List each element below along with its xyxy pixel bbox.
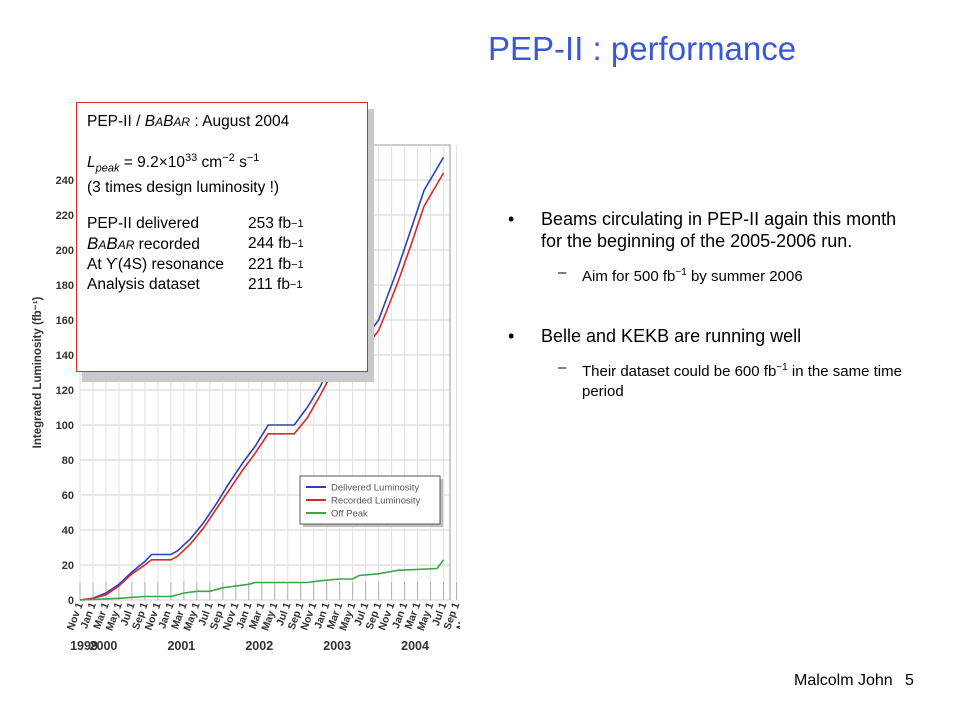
y-tick-label: 180 <box>56 280 74 292</box>
box-row-recorded: BABAR recorded 244 fb −1 <box>87 234 304 254</box>
x-year-label: 2000 <box>90 639 118 653</box>
box-design-note: (3 times design luminosity !) <box>87 179 280 197</box>
slide-title: PEP-II : performance <box>488 30 797 67</box>
series-line <box>79 156 445 601</box>
legend-entry: Recorded Luminosity <box>331 496 420 507</box>
x-year-label: 2001 <box>167 639 195 653</box>
y-tick-label: 80 <box>62 455 74 467</box>
sub-bullet-item: – Aim for 500 fb−1 by summer 2006 <box>558 264 803 285</box>
box-row-resonance: At ϒ(4S) resonance 221 fb −1 <box>87 256 304 274</box>
bullet-list: • Beams circulating in PEP-II again this … <box>508 208 908 402</box>
legend-box <box>299 475 441 525</box>
y-tick-label: 120 <box>56 385 74 397</box>
y-tick-label: 240 <box>56 175 74 187</box>
box-lpeak: Lpeak = 9.2×1033 cm−2 s−1 <box>87 152 260 175</box>
y-tick-label: 220 <box>56 210 74 222</box>
y-tick-label: 100 <box>56 420 74 432</box>
y-tick-label: 20 <box>62 560 74 572</box>
x-year-label: 1999 <box>70 639 98 653</box>
y-axis-label: Integrated Luminosity (fb⁻¹) <box>32 296 44 448</box>
y-tick-label: 140 <box>56 350 74 362</box>
series-line <box>79 172 445 601</box>
x-year-label: 2004 <box>401 639 429 653</box>
y-tick-label: 40 <box>62 525 74 537</box>
series-line <box>79 559 445 601</box>
legend-entry: Off Peak <box>331 509 368 520</box>
footer-page-number: 5 <box>905 672 914 689</box>
box-row-delivered: PEP-II delivered 253 fb −1 <box>87 215 304 233</box>
x-year-label: 2003 <box>323 639 351 653</box>
y-tick-label: 0 <box>68 595 74 607</box>
y-tick-label: 60 <box>62 490 74 502</box>
y-tick-label: 160 <box>56 315 74 327</box>
sub-bullet-item: – Their dataset could be 600 fb−1 in the … <box>558 359 902 400</box>
info-box: PEP-II / BABAR : August 2004 Lpeak = 9.2… <box>76 102 368 372</box>
bullet-item: • Beams circulating in PEP-II again this … <box>508 209 897 251</box>
box-heading: PEP-II / BABAR : August 2004 <box>87 113 290 130</box>
footer-author: Malcolm John <box>794 672 893 689</box>
x-year-label: 2002 <box>245 639 273 653</box>
bullet-item: • Belle and KEKB are running well <box>508 326 802 346</box>
legend-entry: Delivered Luminosity <box>331 483 419 494</box>
box-row-analysis: Analysis dataset 211 fb −1 <box>87 276 303 294</box>
y-tick-label: 200 <box>56 245 74 257</box>
